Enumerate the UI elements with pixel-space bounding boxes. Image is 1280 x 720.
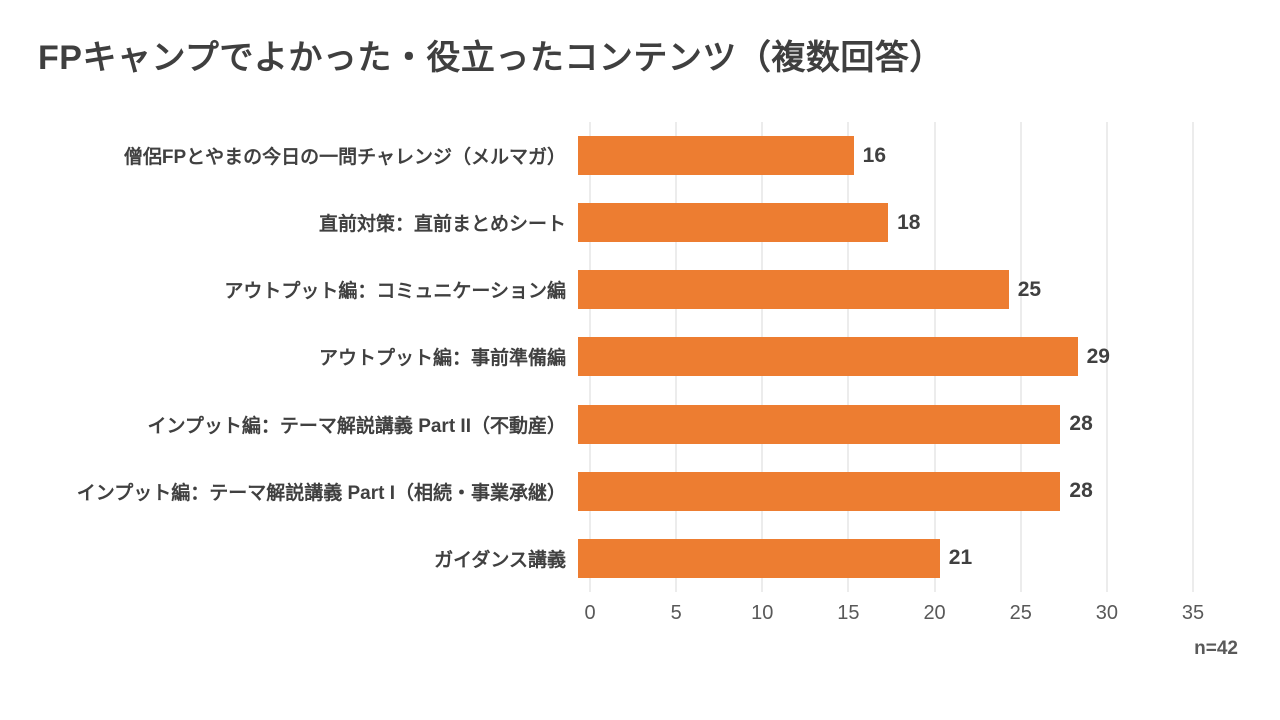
bar-row: インプット編：テーマ解説講義 Part II（不動産） 28 — [38, 391, 1242, 458]
bar-row: 直前対策：直前まとめシート 18 — [38, 189, 1242, 256]
category-label: ガイダンス講義 — [434, 549, 566, 571]
tick-label: 25 — [1009, 602, 1032, 624]
bar-row: 僧侶FPとやまの今日の一問チャレンジ（メルマガ） 16 — [38, 122, 1242, 189]
bar-row: ガイダンス講義 21 — [38, 525, 1242, 592]
bar — [578, 471, 1061, 511]
category-label: インプット編：テーマ解説講義 Part I（相続・事業承継） — [76, 482, 566, 504]
x-axis: 0 5 10 15 20 25 30 35 — [584, 592, 1204, 624]
bar — [578, 337, 1078, 377]
tick-label: 0 — [584, 602, 596, 624]
bar-track: 18 — [578, 203, 1181, 243]
value-label: 25 — [1017, 277, 1042, 301]
tick-label: 5 — [670, 602, 682, 624]
gridline — [1106, 122, 1108, 592]
tick-label: 15 — [837, 602, 860, 624]
value-label: 28 — [1069, 412, 1093, 436]
chart-title: FPキャンプでよかった・役立ったコンテンツ（複数回答） — [38, 39, 944, 77]
bar-track: 25 — [578, 270, 1181, 310]
bar-row: インプット編：テーマ解説講義 Part I（相続・事業承継） 28 — [38, 458, 1242, 525]
tick-label: 10 — [751, 602, 774, 624]
value-label: 16 — [862, 143, 887, 167]
sample-size-note: n=42 — [1194, 638, 1238, 659]
bar — [578, 203, 889, 243]
bar-track: 21 — [578, 538, 1181, 578]
category-label: アウトプット編：コミュニケーション編 — [224, 281, 566, 303]
bar-row: アウトプット編：コミュニケーション編 25 — [38, 256, 1242, 323]
category-label: アウトプット編：事前準備編 — [318, 348, 566, 370]
plot-region: 僧侶FPとやまの今日の一問チャレンジ（メルマガ） 16 直前対策：直前まとめシート 1… — [38, 122, 1242, 592]
category-label: 直前対策：直前まとめシート — [318, 214, 566, 236]
bar-track: 28 — [578, 404, 1181, 444]
tick-label: 20 — [923, 602, 946, 624]
bar-track: 16 — [578, 136, 1181, 176]
bar — [578, 538, 940, 578]
tick-label: 35 — [1181, 602, 1205, 624]
bar-rows: 僧侶FPとやまの今日の一問チャレンジ（メルマガ） 16 直前対策：直前まとめシート 1… — [38, 122, 1242, 592]
value-label: 28 — [1069, 479, 1093, 503]
tick-label: 30 — [1095, 602, 1118, 624]
bar — [578, 404, 1061, 444]
value-label: 29 — [1086, 344, 1110, 368]
bar — [578, 270, 1009, 310]
bar — [578, 136, 854, 176]
bar-track: 29 — [578, 337, 1181, 377]
category-label: 僧侶FPとやまの今日の一問チャレンジ（メルマガ） — [123, 147, 566, 169]
bar-chart: 僧侶FPとやまの今日の一問チャレンジ（メルマガ） 16 直前対策：直前まとめシート 1… — [38, 122, 1242, 624]
category-label: インプット編：テーマ解説講義 Part II（不動産） — [147, 415, 566, 437]
bar-row: アウトプット編：事前準備編 29 — [38, 323, 1242, 390]
gridline — [1192, 122, 1194, 592]
value-label: 21 — [948, 546, 973, 570]
bar-track: 28 — [578, 471, 1181, 511]
value-label: 18 — [897, 210, 921, 234]
